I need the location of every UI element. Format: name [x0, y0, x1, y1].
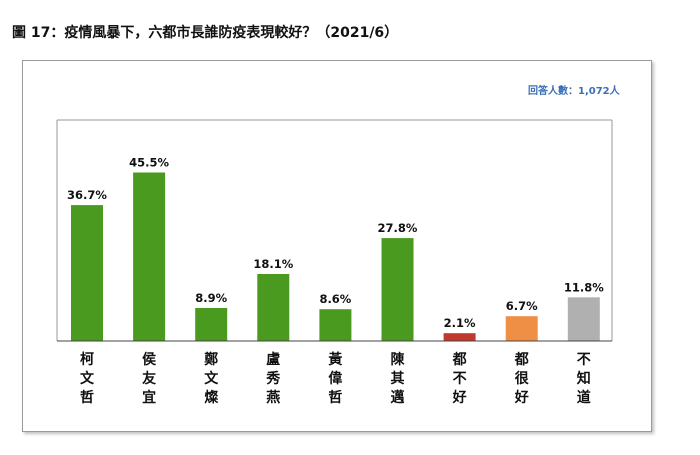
- respondents-note: 回答人數：1,072人: [528, 86, 620, 97]
- category-label-3: 鄭文燦: [204, 351, 219, 406]
- value-label-4: 18.1%: [253, 257, 293, 271]
- category-labels: 柯文哲 侯友宜 鄭文燦 盧秀燕 黃偉哲 陳其邁 都不好 都很好 不知道: [80, 351, 591, 406]
- category-label-7: 都不好: [452, 352, 467, 406]
- value-label-1: 36.7%: [67, 188, 107, 202]
- chart-frame: [22, 60, 652, 432]
- category-label-9: 不知道: [577, 352, 591, 406]
- value-label-8: 6.7%: [506, 299, 538, 313]
- bar-4: [257, 274, 290, 341]
- value-label-2: 45.5%: [129, 156, 169, 170]
- value-label-5: 8.6%: [319, 292, 351, 306]
- plot-frame: [56, 119, 613, 341]
- value-label-3: 8.9%: [195, 291, 227, 305]
- bar-6: [381, 238, 414, 341]
- bar-5: [319, 309, 352, 341]
- bar-8: [505, 316, 538, 341]
- value-label-9: 11.8%: [564, 280, 604, 294]
- value-label-6: 27.8%: [378, 221, 418, 235]
- value-label-7: 2.1%: [444, 316, 476, 330]
- bar-1: [71, 205, 103, 341]
- category-label-5: 黃偉哲: [327, 351, 342, 406]
- value-labels: 36.7% 45.5% 8.9% 18.1% 8.6% 27.8% 2.1% 6.7% 11.8…: [67, 156, 604, 331]
- category-label-8: 都很好: [514, 352, 530, 406]
- category-label-1: 柯文哲: [80, 351, 95, 406]
- category-label-6: 陳其邁: [391, 351, 406, 406]
- bar-3: [195, 308, 228, 341]
- category-label-4: 盧秀燕: [265, 351, 281, 406]
- bar-9: [567, 297, 600, 341]
- category-label-2: 侯友宜: [142, 351, 157, 406]
- bar-2: [133, 172, 166, 341]
- figure-title: 圖 17：疫情風暴下，六都市長誰防疫表現較好？（2021/6）: [12, 25, 399, 41]
- bar-7: [443, 333, 476, 341]
- bars: [71, 172, 600, 341]
